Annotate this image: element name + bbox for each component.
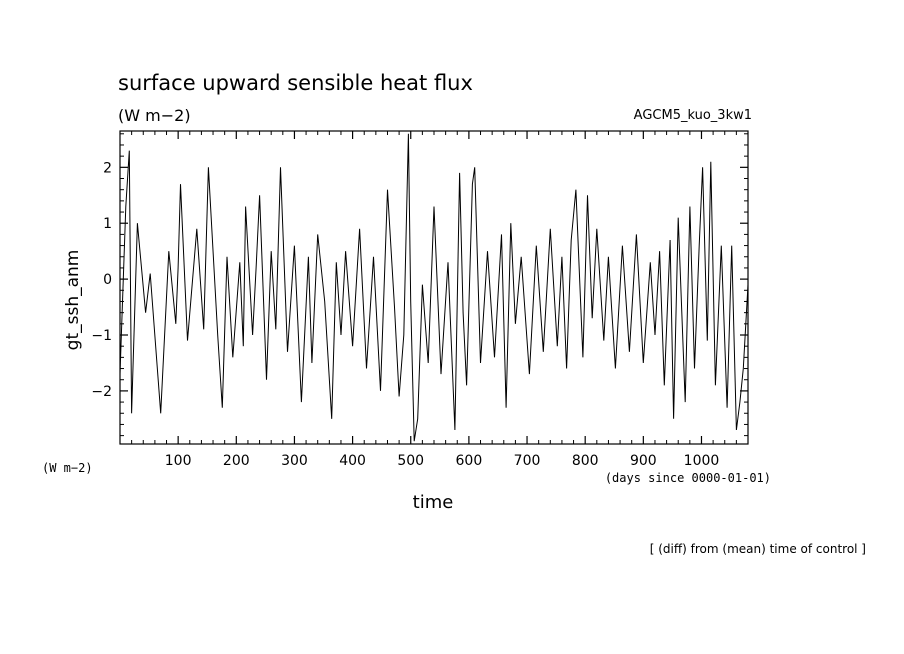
y-tick-label: 0 — [103, 272, 112, 288]
y-tick-label: 2 — [103, 160, 112, 176]
x-tick-label: 300 — [281, 453, 308, 469]
plot-frame — [119, 130, 749, 445]
x-axis-label: time — [413, 492, 454, 513]
chart-units: (W m−2) — [118, 106, 191, 125]
x-tick-label: 900 — [630, 453, 657, 469]
x-origin-label: (days since 0000-01-01) — [605, 471, 771, 485]
y-tick-label: 1 — [103, 216, 112, 232]
x-tick-label: 400 — [339, 453, 366, 469]
y-tick-labels: −2 −1 0 1 2 — [91, 160, 112, 400]
x-tick-label: 100 — [165, 453, 192, 469]
x-tick-label: 700 — [514, 453, 541, 469]
x-tick-label: 600 — [456, 453, 483, 469]
y-axis-label: gt_ssh_anm — [63, 250, 83, 351]
footnote: [ (diff) from (mean) time of control ] — [650, 542, 866, 556]
x-tick-label: 800 — [572, 453, 599, 469]
x-tick-label: 500 — [397, 453, 424, 469]
x-tick-label: 1000 — [684, 453, 720, 469]
y-tick-label: −2 — [91, 384, 112, 400]
experiment-label: AGCM5_kuo_3kw1 — [634, 108, 752, 123]
x-units-label: (W m−2) — [42, 461, 93, 475]
x-tick-label: 200 — [223, 453, 250, 469]
axis-ticks — [120, 131, 748, 444]
chart-title: surface upward sensible heat flux — [118, 71, 473, 95]
series-line — [119, 133, 749, 442]
y-tick-label: −1 — [91, 328, 112, 344]
x-tick-labels: 100 200 300 400 500 600 700 800 900 1000 — [165, 453, 720, 469]
